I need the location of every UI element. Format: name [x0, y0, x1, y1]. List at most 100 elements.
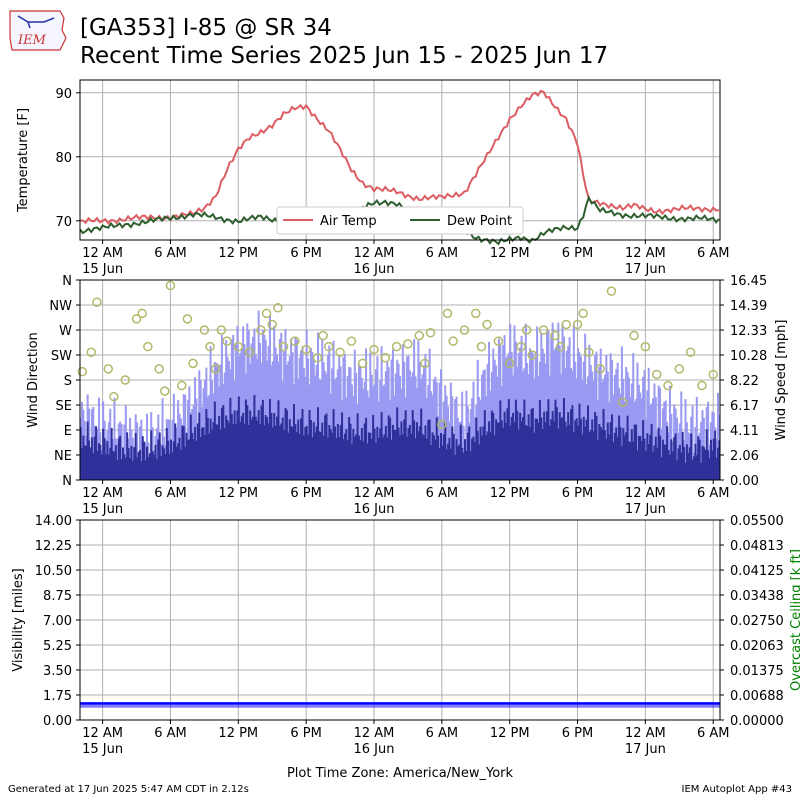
wind-direction-point: [521, 325, 532, 335]
wind-speed-bar: [339, 425, 342, 480]
wind-speed-bar: [656, 447, 659, 480]
wind-gust-bar: [309, 348, 312, 480]
wind-gust-bar: [505, 358, 508, 480]
wind-speed-bar: [646, 433, 649, 480]
axes-frame: [79, 519, 721, 721]
wind-speed-bar: [462, 452, 465, 480]
wind-speed-bar: [237, 396, 240, 480]
wind-gust-bar: [410, 376, 413, 480]
wind-speed-bar: [466, 432, 469, 480]
wind-speed-bar: [418, 426, 421, 480]
wind-speed-bar: [216, 424, 219, 480]
wind-direction-point: [188, 358, 198, 369]
wind-gust-bar: [382, 385, 385, 480]
wind-gust-bar: [353, 349, 356, 480]
wind-speed-bar: [227, 422, 230, 480]
wind-speed-bar: [417, 431, 420, 480]
wind-gust-bar: [503, 335, 506, 480]
wind-speed-bar: [114, 445, 117, 480]
wind-direction-point: [103, 364, 114, 374]
wind-speed-bar: [230, 413, 233, 480]
wind-gust-bar: [568, 337, 571, 480]
wind-speed-bar: [644, 450, 647, 480]
speed-tick-label: 10.28: [730, 349, 767, 364]
wind-speed-bar: [243, 423, 246, 480]
visibility-axis-label: Visibility [miles]: [11, 568, 26, 671]
wind-gust-bar: [577, 348, 580, 480]
wind-speed-bar: [321, 422, 324, 480]
wind-speed-bar: [92, 453, 95, 480]
wind-speed-bar: [294, 424, 297, 480]
wind-speed-bar: [591, 419, 594, 480]
wind-speed-bar: [212, 422, 215, 480]
wind-speed-bar: [215, 424, 218, 480]
wind-speed-bar: [154, 444, 157, 480]
wind-speed-bar: [537, 422, 540, 480]
wind-speed-bar: [372, 414, 375, 480]
wind-gust-bar: [534, 352, 537, 480]
wind-speed-bar: [90, 437, 93, 480]
wind-speed-bar: [674, 433, 677, 480]
generated-footer: Generated at 17 Jun 2025 5:47 AM CDT in …: [8, 784, 249, 795]
wind-speed-bar: [635, 424, 638, 480]
wind-speed-bar: [647, 443, 650, 480]
wind-speed-bar: [383, 434, 386, 480]
wind-speed-bar: [469, 451, 472, 480]
wind-gust-bar: [113, 397, 116, 480]
wind-direction-point: [109, 391, 119, 402]
wind-speed-bar: [637, 436, 640, 480]
wind-speed-bar: [83, 445, 86, 480]
x-tick-label: 12 AM: [625, 726, 666, 741]
wind-speed-bar: [434, 439, 437, 480]
wind-direction-point: [493, 336, 504, 346]
wind-direction-point: [651, 369, 662, 380]
wind-speed-bar: [376, 426, 379, 480]
wind-gust-bar: [449, 382, 452, 480]
wind-gust-bar: [331, 368, 334, 480]
wind-gust-bar: [339, 366, 342, 480]
wind-direction-point: [199, 325, 210, 335]
speed-tick-label: 14.39: [730, 299, 767, 314]
wind-speed-bar: [386, 437, 389, 480]
wind-speed-bar: [170, 439, 173, 480]
wind-speed-bar: [373, 428, 376, 480]
x-tick-label: 12 PM: [490, 246, 530, 261]
wind-direction-point: [380, 353, 391, 363]
wind-speed-bar: [567, 412, 570, 480]
visibility-tick-label: 14.00: [35, 514, 72, 529]
wind-speed-bar: [582, 416, 585, 480]
wind-gust-bar: [295, 339, 298, 480]
wind-speed-bar: [657, 427, 660, 480]
x-tick-label: 6 PM: [290, 726, 321, 741]
wind-speed-bar: [242, 412, 245, 480]
x-tick-label: 6 PM: [290, 486, 321, 501]
wind-gust-bar: [259, 343, 262, 480]
direction-tick-label: NE: [54, 449, 72, 464]
x-axis-label: Plot Time Zone: America/New_York: [287, 766, 514, 781]
wind-speed-bar: [292, 404, 295, 480]
wind-speed-bar: [318, 431, 321, 480]
wind-speed-bar: [490, 410, 493, 480]
wind-speed-bar: [119, 435, 122, 480]
wind-speed-bar: [408, 425, 411, 480]
x-tick-label: 12 AM: [354, 726, 395, 741]
wind-gust-bar: [524, 323, 527, 480]
wind-speed-bar: [585, 419, 588, 480]
wind-direction-point: [391, 341, 402, 352]
wind-speed-bar: [393, 429, 396, 480]
wind-speed-bar: [374, 442, 377, 480]
wind-speed-bar: [700, 463, 703, 480]
wind-gust-bar: [318, 378, 321, 480]
wind-speed-bar: [502, 427, 505, 480]
direction-tick-label: E: [64, 424, 72, 439]
wind-speed-bar: [244, 399, 247, 480]
wind-gust-bar: [311, 351, 314, 480]
wind-direction-point: [640, 341, 651, 352]
wind-speed-bar: [186, 439, 189, 480]
wind-speed-bar: [177, 443, 180, 480]
wind-gust-bar: [188, 386, 191, 480]
direction-tick-label: SW: [51, 349, 72, 364]
legend-box: [276, 206, 524, 235]
wind-gust-bar: [599, 348, 602, 480]
wind-gust-bar: [92, 406, 95, 480]
